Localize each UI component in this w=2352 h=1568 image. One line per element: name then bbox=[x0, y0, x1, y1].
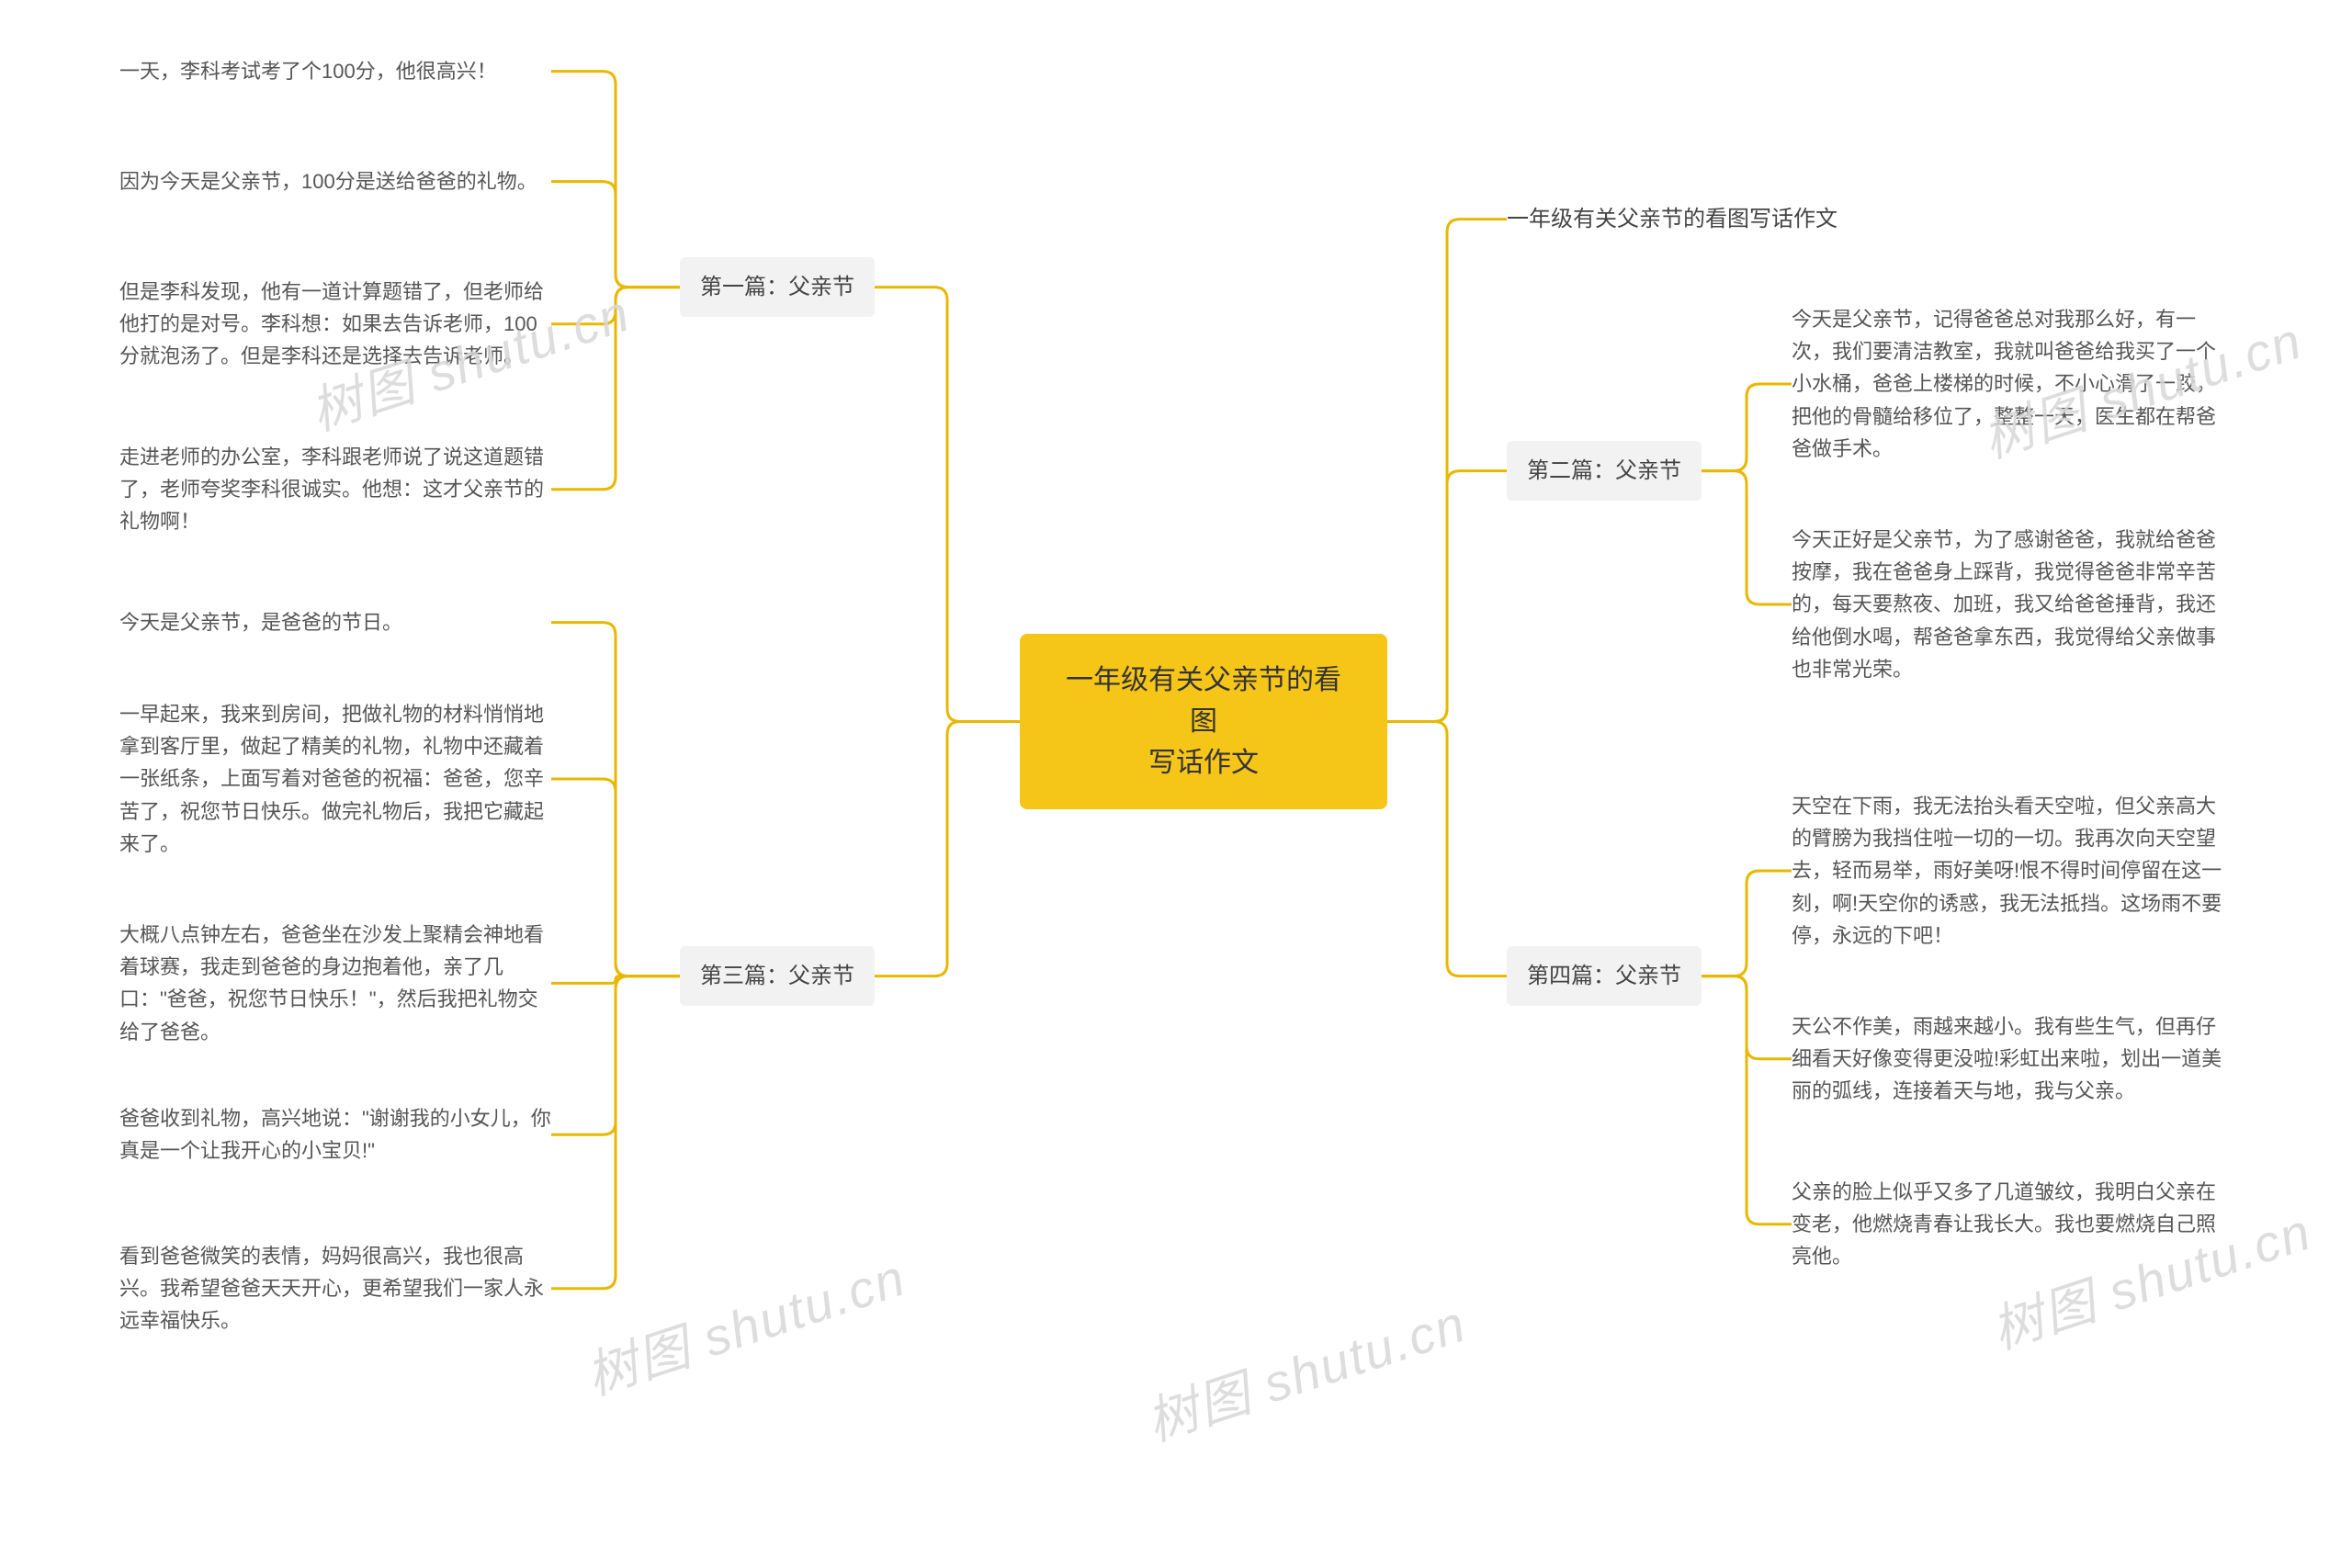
connector bbox=[551, 182, 680, 288]
branch-article-4: 第四篇：父亲节 bbox=[1507, 946, 1702, 1006]
connector bbox=[1702, 871, 1792, 976]
connector bbox=[1702, 976, 1792, 1059]
leaf-text: 天公不作美，雨越来越小。我有些生气，但再仔细看天好像变得更没啦!彩虹出来啦，划出… bbox=[1792, 1010, 2223, 1108]
leaf-content: 因为今天是父亲节，100分是送给爸爸的礼物。 bbox=[119, 170, 537, 193]
leaf-content: 一天，李科考试考了个100分，他很高兴！ bbox=[119, 60, 497, 83]
leaf-content: 天公不作美，雨越来越小。我有些生气，但再仔细看天好像变得更没啦!彩虹出来啦，划出… bbox=[1792, 1015, 2222, 1102]
leaf-text: 大概八点钟左右，爸爸坐在沙发上聚精会神地看着球赛，我走到爸爸的身边抱着他，亲了几… bbox=[119, 919, 551, 1048]
connector bbox=[1387, 220, 1507, 722]
connector bbox=[551, 976, 680, 1289]
connector bbox=[551, 72, 680, 288]
leaf-content: 今天是父亲节，是爸爸的节日。 bbox=[119, 611, 402, 634]
branch-label: 第二篇：父亲节 bbox=[1527, 458, 1681, 483]
branch-label: 一年级有关父亲节的看图写话作文 bbox=[1507, 207, 1838, 231]
leaf-content: 天空在下雨，我无法抬头看天空啦，但父亲高大的臂膀为我挡住啦一切的一切。我再次向天… bbox=[1792, 795, 2222, 947]
watermark-text: 树图 shutu.cn bbox=[1136, 1282, 1475, 1456]
connector bbox=[1702, 976, 1792, 1224]
branch-label: 第三篇：父亲节 bbox=[700, 964, 854, 988]
leaf-content: 看到爸爸微笑的表情，妈妈很高兴，我也很高兴。我希望爸爸天天开心，更希望我们一家人… bbox=[119, 1245, 544, 1332]
leaf-content: 一早起来，我来到房间，把做礼物的材料悄悄地拿到客厅里，做起了精美的礼物，礼物中还… bbox=[119, 703, 544, 855]
branch-label: 第四篇：父亲节 bbox=[1527, 964, 1681, 988]
root-label: 一年级有关父亲节的看图写话作文 bbox=[1066, 665, 1341, 778]
connector bbox=[1702, 384, 1792, 471]
branch-article-2: 第二篇：父亲节 bbox=[1507, 441, 1702, 501]
leaf-content: 今天正好是父亲节，为了感谢爸爸，我就给爸爸按摩，我在爸爸身上踩背，我觉得爸爸非常… bbox=[1792, 528, 2216, 681]
connector bbox=[551, 976, 680, 1135]
connector bbox=[551, 976, 680, 984]
connector bbox=[875, 288, 1020, 722]
connector bbox=[1387, 471, 1507, 722]
leaf-text: 爸爸收到礼物，高兴地说："谢谢我的小女儿，你真是一个让我开心的小宝贝!" bbox=[119, 1102, 551, 1167]
leaf-text: 一天，李科考试考了个100分，他很高兴！ bbox=[119, 55, 551, 87]
leaf-text: 因为今天是父亲节，100分是送给爸爸的礼物。 bbox=[119, 165, 551, 197]
leaf-text: 看到爸爸微笑的表情，妈妈很高兴，我也很高兴。我希望爸爸天天开心，更希望我们一家人… bbox=[119, 1240, 551, 1337]
leaf-content: 走进老师的办公室，李科跟老师说了说这道题错了，老师夸奖李科很诚实。他想：这才父亲… bbox=[119, 446, 544, 533]
root-node: 一年级有关父亲节的看图写话作文 bbox=[1020, 634, 1387, 809]
connector bbox=[1702, 471, 1792, 604]
leaf-text: 一早起来，我来到房间，把做礼物的材料悄悄地拿到客厅里，做起了精美的礼物，礼物中还… bbox=[119, 698, 551, 860]
connector bbox=[1387, 722, 1507, 976]
connector bbox=[875, 722, 1020, 976]
leaf-text: 走进老师的办公室，李科跟老师说了说这道题错了，老师夸奖李科很诚实。他想：这才父亲… bbox=[119, 441, 551, 538]
leaf-content: 大概八点钟左右，爸爸坐在沙发上聚精会神地看着球赛，我走到爸爸的身边抱着他，亲了几… bbox=[119, 923, 544, 1043]
branch-article-3: 第三篇：父亲节 bbox=[680, 946, 875, 1006]
connector bbox=[551, 623, 680, 976]
leaf-text: 天空在下雨，我无法抬头看天空啦，但父亲高大的臂膀为我挡住啦一切的一切。我再次向天… bbox=[1792, 790, 2223, 952]
leaf-text: 今天是父亲节，是爸爸的节日。 bbox=[119, 606, 551, 638]
branch-title-repeat: 一年级有关父亲节的看图写话作文 bbox=[1507, 202, 1838, 236]
branch-article-1: 第一篇：父亲节 bbox=[680, 257, 875, 317]
branch-label: 第一篇：父亲节 bbox=[700, 275, 854, 299]
connector bbox=[551, 779, 680, 976]
leaf-content: 爸爸收到礼物，高兴地说："谢谢我的小女儿，你真是一个让我开心的小宝贝!" bbox=[119, 1107, 551, 1162]
leaf-text: 今天正好是父亲节，为了感谢爸爸，我就给爸爸按摩，我在爸爸身上踩背，我觉得爸爸非常… bbox=[1792, 524, 2223, 685]
watermark-text: 树图 shutu.cn bbox=[575, 1236, 914, 1410]
